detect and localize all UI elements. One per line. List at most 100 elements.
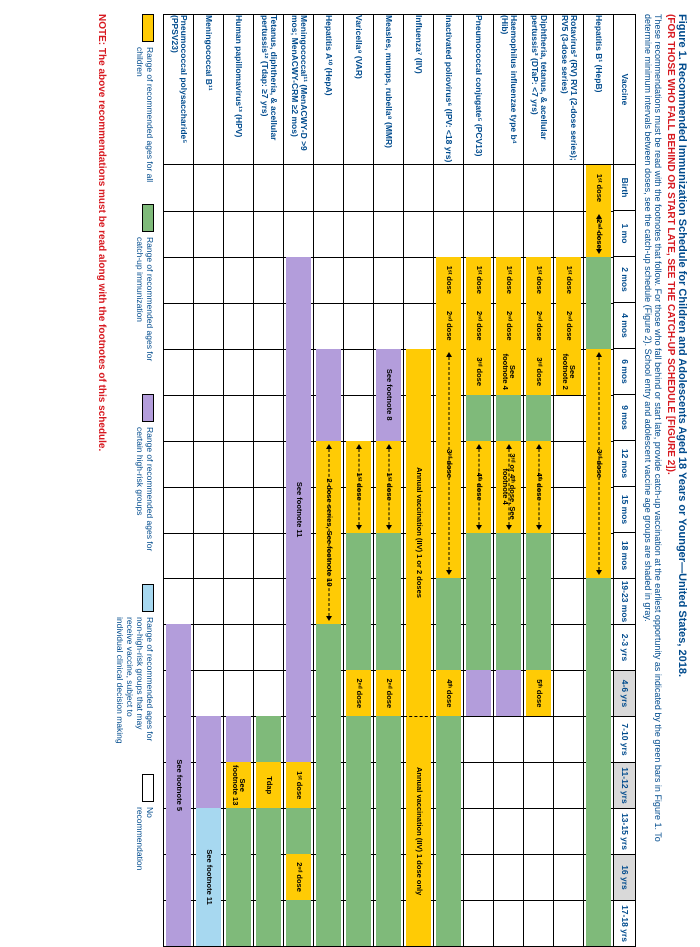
vaccine-name: Inactivated poliovirus⁶ (IPV: <18 yrs) xyxy=(434,15,464,165)
vaccine-canvas: 1ˢᵗ dose2ⁿᵈ doseSee footnote 2 xyxy=(554,165,584,947)
dose-bar: 3ʳᵈ dose xyxy=(466,349,491,395)
dose-bar xyxy=(316,624,341,946)
dose-bar: 3ʳᵈ dose xyxy=(586,349,611,579)
vaccine-canvas: 1ˢᵗ dose 2ⁿᵈ dose xyxy=(344,165,374,947)
legend-swatch xyxy=(142,394,154,422)
dose-bar xyxy=(256,808,281,946)
col-age: Birth xyxy=(614,165,636,211)
dose-bar: 1ˢᵗ dose xyxy=(586,165,611,211)
legend-item: Range of recommended ages for certain hi… xyxy=(135,394,155,564)
dose-bar xyxy=(586,257,611,349)
dose-bar: 3ʳᵈ or 4ᵗʰ dose, See footnote 4 xyxy=(496,441,521,533)
vaccine-row: Tetanus, diphtheria, & acellular pertuss… xyxy=(254,15,284,947)
vaccine-row: Human papillomavirus¹³ (HPV)See footnote… xyxy=(224,15,254,947)
dose-bar xyxy=(226,808,251,946)
dose-bar xyxy=(346,716,371,946)
vaccine-canvas: 1ˢᵗ dose2ⁿᵈ dose3ʳᵈ dose4ᵗʰ dose xyxy=(434,165,464,947)
dose-bar: Annual vaccination (IIV) 1 or 2 doses xyxy=(406,349,431,717)
vaccine-name: Meningococcal¹¹ (MenACWY-D >9 mos; MenAC… xyxy=(284,15,314,165)
vaccine-name: Meningococcal B¹¹ xyxy=(194,15,224,165)
vaccine-row: Haemophilus influenzae type b⁴ (Hib)1ˢᵗ … xyxy=(494,15,524,947)
dose-bar: 2ⁿᵈ dose xyxy=(586,211,611,257)
dose-bar xyxy=(496,533,521,671)
legend-text: No recommendation xyxy=(135,807,155,881)
vaccine-canvas: 1ˢᵗ dose2ⁿᵈ doseSee footnote 43ʳᵈ or 4ᵗʰ… xyxy=(494,165,524,947)
dose-bar: 2ⁿᵈ dose xyxy=(526,303,551,349)
dose-bar: See footnote 11 xyxy=(286,257,311,762)
dose-bar xyxy=(286,808,311,854)
dose-bar xyxy=(496,395,521,441)
col-age: 15 mos xyxy=(614,487,636,533)
vaccine-row: Pneumococcal polysaccharide⁵ (PPSV23)See… xyxy=(164,15,194,947)
dose-bar xyxy=(526,395,551,441)
vaccine-name: Pneumococcal polysaccharide⁵ (PPSV23) xyxy=(164,15,194,165)
dose-bar: 4ᵗʰ dose xyxy=(526,441,551,533)
legend-text: Range of recommended ages for non-high-r… xyxy=(115,617,155,754)
dose-bar: 2ⁿᵈ dose xyxy=(556,303,581,349)
col-age: 4-6 yrs xyxy=(614,671,636,717)
vaccine-row: Rotavirus² (RV) RV1 (2-dose series); RV5… xyxy=(554,15,584,947)
vaccine-canvas: See footnote 13 xyxy=(224,165,254,947)
dose-bar: 1ˢᵗ dose xyxy=(376,441,401,533)
vaccine-name: Measles, mumps, rubella⁸ (MMR) xyxy=(374,15,404,165)
vaccine-canvas: See footnote 11 xyxy=(194,165,224,947)
vaccine-name: Varicella⁹ (VAR) xyxy=(344,15,374,165)
figure-title: Figure 1. Recommended Immunization Sched… xyxy=(676,14,688,881)
dose-bar: See footnote 13 xyxy=(226,762,251,808)
legend-text: Range of recommended ages for certain hi… xyxy=(135,427,155,564)
dose-bar xyxy=(466,533,491,671)
age-header-row: VaccineBirth1 mo2 mos4 mos6 mos9 mos12 m… xyxy=(614,15,636,947)
dose-bar xyxy=(316,349,341,441)
dose-bar: 2ⁿᵈ dose xyxy=(346,670,371,716)
dose-bar: 3ʳᵈ dose xyxy=(526,349,551,395)
figure-intro: These recommendations must be read with … xyxy=(642,14,663,881)
dose-bar xyxy=(286,900,311,946)
dose-bar: 2ⁿᵈ dose xyxy=(286,854,311,900)
vaccine-name: Haemophilus influenzae type b⁴ (Hib) xyxy=(494,15,524,165)
col-age: 6 mos xyxy=(614,349,636,395)
dose-bar: 2-dose series, See footnote 10 xyxy=(316,441,341,625)
vaccine-canvas: 2-dose series, See footnote 10 xyxy=(314,165,344,947)
dose-bar xyxy=(196,716,221,808)
dose-bar: 4ᵗʰ dose xyxy=(436,670,461,716)
col-age: 4 mos xyxy=(614,303,636,349)
col-age: 17-18 yrs xyxy=(614,901,636,947)
figure-subtitle: (FOR THOSE WHO FALL BEHIND OR START LATE… xyxy=(665,14,676,881)
vaccine-canvas: Tdap xyxy=(254,165,284,947)
vaccine-row: Measles, mumps, rubella⁸ (MMR)See footno… xyxy=(374,15,404,947)
dose-bar xyxy=(466,395,491,441)
vaccine-name: Hepatitis A¹⁰ (HepA) xyxy=(314,15,344,165)
dose-bar: See footnote 4 xyxy=(496,349,521,395)
dose-bar: 1ˢᵗ dose xyxy=(466,257,491,303)
col-age: 9 mos xyxy=(614,395,636,441)
dose-bar: 1ˢᵗ dose xyxy=(526,257,551,303)
dose-bar: 1ˢᵗ dose xyxy=(346,441,371,533)
dose-bar: 1ˢᵗ dose xyxy=(556,257,581,303)
col-age: 1 mo xyxy=(614,211,636,257)
vaccine-name: Influenza⁷ (IIV) xyxy=(404,15,434,165)
legend-item: Range of recommended ages for non-high-r… xyxy=(115,584,155,754)
col-age: 18 mos xyxy=(614,533,636,579)
vaccine-row: Inactivated poliovirus⁶ (IPV: <18 yrs)1ˢ… xyxy=(434,15,464,947)
col-age: 16 yrs xyxy=(614,855,636,901)
dose-bar: 2ⁿᵈ dose xyxy=(376,670,401,716)
dose-bar: 2ⁿᵈ dose xyxy=(466,303,491,349)
dose-bar xyxy=(436,578,461,670)
vaccine-name: Hepatitis B¹ (HepB) xyxy=(584,15,614,165)
vaccine-name: Diphtheria, tetanus, & acellular pertuss… xyxy=(524,15,554,165)
legend-swatch xyxy=(142,774,154,802)
dose-bar: 5ᵗʰ dose xyxy=(526,670,551,716)
vaccine-row: Meningococcal B¹¹ See footnote 11 xyxy=(194,15,224,947)
legend-swatch xyxy=(142,14,154,42)
dose-bar: See footnote 11 xyxy=(196,808,221,946)
legend-swatch xyxy=(142,204,154,232)
dose-bar xyxy=(436,716,461,946)
legend-text: Range of recommended ages for all childr… xyxy=(135,47,155,184)
vaccine-canvas: 1ˢᵗ dose2ⁿᵈ dose 3ʳᵈ dose xyxy=(584,165,614,947)
vaccine-canvas: See footnote 81ˢᵗ dose2ⁿᵈ dose xyxy=(374,165,404,947)
vaccine-row: Pneumococcal conjugate⁵ (PCV13)1ˢᵗ dose2… xyxy=(464,15,494,947)
vaccine-canvas: 1ˢᵗ dose2ⁿᵈ dose3ʳᵈ dose 4ᵗʰ dose 5ᵗʰ dose xyxy=(524,165,554,947)
vaccine-row: Meningococcal¹¹ (MenACWY-D >9 mos; MenAC… xyxy=(284,15,314,947)
dose-bar: 1ˢᵗ dose xyxy=(436,257,461,303)
vaccine-canvas: Annual vaccination (IIV) 1 or 2 dosesAnn… xyxy=(404,165,434,947)
